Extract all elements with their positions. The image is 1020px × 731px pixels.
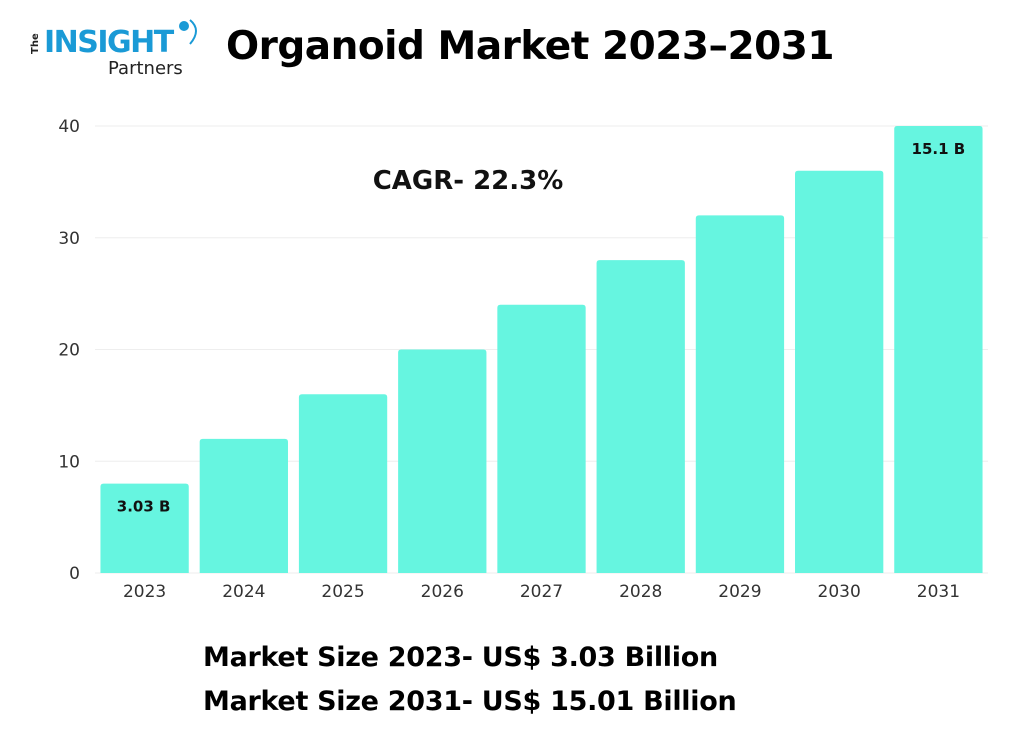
logo-partners-text: Partners: [108, 58, 183, 79]
x-tick-label: 2030: [818, 582, 861, 602]
x-tick-label: 2031: [917, 582, 960, 602]
data-label: 15.1 B: [912, 140, 966, 158]
bar: [100, 483, 189, 573]
x-tick-label: 2029: [718, 582, 761, 602]
logo-insight-text: INSIGHT: [44, 25, 175, 60]
x-tick-label: 2028: [619, 582, 662, 602]
cagr-annotation: CAGR- 22.3%: [373, 166, 564, 196]
bar: [298, 394, 388, 573]
logo-the-text: The: [30, 33, 41, 54]
bar: [596, 260, 685, 573]
y-axis-ticks: 0 10 20 30 40: [58, 117, 80, 584]
bar: [199, 438, 288, 573]
x-axis-ticks: 2023 2024 2025 2026 2027 2028 2029 2030 2031: [123, 582, 960, 602]
x-tick-label: 2024: [222, 582, 265, 602]
bar: [894, 126, 983, 573]
data-labels: 3.03 B 15.1 B: [117, 140, 965, 516]
x-tick-label: 2025: [321, 582, 364, 602]
x-tick-label: 2023: [123, 582, 166, 602]
data-label: 3.03 B: [117, 498, 171, 516]
y-tick-label: 20: [58, 341, 80, 361]
bar: [398, 349, 487, 573]
logo-arc-icon: [189, 19, 197, 45]
bar: [795, 170, 884, 573]
bars: [100, 126, 983, 573]
y-tick-label: 30: [58, 229, 80, 249]
y-tick-label: 0: [69, 564, 80, 584]
y-tick-label: 10: [58, 452, 80, 472]
x-tick-label: 2026: [421, 582, 464, 602]
logo-dot-icon: [179, 21, 189, 31]
market-size-2023: Market Size 2023- US$ 3.03 Billion: [203, 642, 718, 673]
bar: [695, 215, 785, 573]
chart-title: Organoid Market 2023–2031: [226, 24, 835, 69]
bar: [497, 304, 586, 573]
x-tick-label: 2027: [520, 582, 563, 602]
market-size-2031: Market Size 2031- US$ 15.01 Billion: [203, 686, 737, 717]
y-tick-label: 40: [58, 117, 80, 137]
the-insight-partners-logo: The INSIGHT Partners: [30, 19, 197, 79]
